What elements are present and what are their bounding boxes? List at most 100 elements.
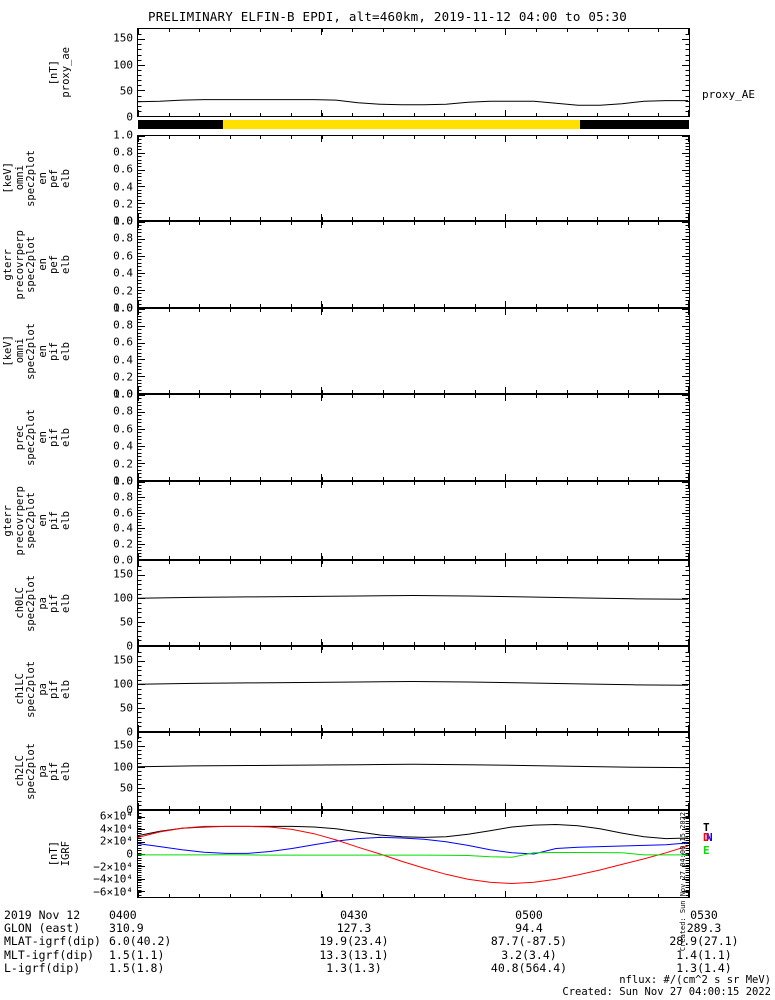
annotation-row-mlat: MLAT-igrf(dip) 6.0(40.2) 19.9(23.4) 87.7… — [4, 935, 775, 948]
footer-created: Created: Sun Nov 27 04:00:15 2022 — [562, 986, 771, 998]
panel-label-elb-pif-en-spec2plot-prec: elb pif en spec2plot prec — [14, 394, 72, 481]
y-tick-label: 0.0 — [113, 553, 133, 567]
annotation-row-glon: GLON (east) 310.9 127.3 94.4 289.3 — [4, 921, 775, 936]
y-tick-label: 0.2 — [113, 537, 133, 551]
panel-label-line: en — [36, 514, 49, 527]
annotation-table: 2019 Nov 12 0400 0430 0500 0530 GLON (ea… — [4, 908, 775, 975]
panel-label-line: elb — [59, 593, 72, 613]
panel-elb-pef-en-spec2plot-precovrperp-gterr — [137, 221, 690, 308]
data-curve — [138, 99, 688, 106]
annotation-row-mlt: MLT-igrf(dip) 1.5(1.1) 13.3(13.1) 3.2(3.… — [4, 947, 775, 962]
panel-proxy-ae — [137, 28, 690, 117]
y-tick-label: 0.4 — [113, 353, 133, 367]
page-title: PRELIMINARY ELFIN-B EPDI, alt=460km, 201… — [148, 9, 627, 24]
y-tick-label: 0.6 — [113, 422, 133, 436]
annotation-row-time: 2019 Nov 12 0400 0430 0500 0530 — [4, 908, 775, 922]
igrf-legend-t: T — [703, 821, 710, 834]
panel-label-elb-pef-en-spec2plot-omni: elb pef en spec2plot omni [keV] — [2, 135, 72, 221]
panel-label-line: pa — [36, 682, 49, 696]
panel-label-line: [keV] — [2, 162, 14, 194]
annot-r2-c2: 87.7(-87.5) — [490, 934, 568, 949]
annot-r4-c0: 1.5(1.8) — [109, 960, 165, 975]
annot-r1-c1: 127.3 — [336, 921, 372, 936]
y-tick-label: 1.0 — [113, 128, 133, 142]
footer-units: nflux: #/(cm^2 s sr MeV) — [619, 974, 771, 986]
panel-label-line: omni — [13, 338, 26, 364]
y-tick-label: −4×10⁴ — [93, 872, 133, 886]
y-tick-label: 2×10⁴ — [99, 834, 133, 848]
y-tick-label: 0.0 — [113, 214, 133, 228]
panel-label-line: pif — [48, 341, 60, 361]
status-bar — [138, 120, 689, 129]
annot-r3-c1: 13.3(13.1) — [319, 947, 389, 962]
panel-label-line: pif — [48, 428, 60, 447]
panel-elb-pif-pa-spec2plot-ch1lc — [137, 646, 690, 732]
panel-label-elb-pef-en-spec2plot-precovrperp-gterr: elb pef en spec2plot precovrperp gterr — [2, 221, 72, 308]
y-tick-label: 0.4 — [113, 266, 133, 280]
annot-r2-label: MLAT-igrf(dip) — [4, 934, 101, 949]
panel-label-line: pa — [36, 764, 49, 778]
y-tick-label: 0 — [126, 639, 133, 653]
panel-elb-pif-en-spec2plot-omni — [137, 308, 690, 394]
panel-label-line: spec2plot — [25, 742, 37, 800]
y-tick-label: 150 — [113, 738, 133, 752]
y-tick-label: 0.6 — [113, 506, 133, 520]
panel-label-line: en — [36, 171, 49, 185]
panel-elb-pif-en-spec2plot-prec — [137, 394, 690, 481]
igrf-legend-e: E — [703, 844, 710, 857]
panel-label-line: pef — [48, 168, 60, 188]
y-axis-labels-igrf: 6×10⁴ 4×10⁴ 2×10⁴ 0 −2×10⁴ −4×10⁴ −6×10⁴ — [71, 810, 133, 898]
panel-label-line: spec2plot — [25, 492, 37, 549]
y-tick-label: 0.8 — [113, 145, 133, 159]
annot-r4-label: L-igrf(dip) — [4, 960, 81, 975]
y-tick-label: 0.6 — [113, 249, 133, 263]
annot-r2-c3: 28.9(27.1) — [669, 934, 739, 949]
annot-r0-c1: 0430 — [340, 908, 368, 922]
panel-label-line: ch2LC — [13, 755, 26, 787]
axis-ticks — [138, 482, 689, 559]
y-tick-label: 0.4 — [113, 180, 133, 194]
y-tick-label: 0.8 — [113, 318, 133, 332]
panel-label-line: [nT] — [48, 841, 60, 867]
panel-label-line: elb — [59, 511, 72, 530]
y-tick-label: 0.4 — [113, 439, 133, 453]
annot-r4-c1: 1.3(1.3) — [326, 960, 382, 975]
panel-label-line: elb — [59, 428, 72, 447]
igrf-legend-d: D — [703, 831, 710, 844]
panel-label-line: en — [36, 258, 49, 271]
y-tick-label: 0.2 — [113, 197, 133, 211]
panel-label-line: pif — [48, 593, 60, 613]
annot-r2-c0: 6.0(40.2) — [109, 934, 172, 949]
y-tick-label: 0.4 — [113, 521, 133, 535]
y-tick-label: 100 — [113, 58, 133, 72]
annot-r3-label: MLT-igrf(dip) — [4, 947, 95, 962]
y-tick-label: 0.8 — [113, 490, 133, 504]
y-tick-label: 0.2 — [113, 284, 133, 298]
panel-label-line: spec2plot — [25, 236, 37, 293]
annot-r0-c2: 0500 — [515, 908, 543, 922]
y-tick-label: 0 — [126, 110, 133, 124]
panel-label-line: elb — [59, 761, 72, 781]
y-tick-label: 0.0 — [113, 474, 133, 488]
annotation-date: 2019 Nov 12 — [4, 908, 81, 922]
panel-label-line: [nT] — [48, 59, 60, 86]
y-axis-labels-elb-pif-pa-spec2plot-ch2lc: 150 100 50 0 — [71, 732, 133, 816]
panel-label-elb-pif-pa-spec2plot-ch2lc: elb pif pa spec2plot ch2LC — [14, 732, 72, 810]
panel-label-line: prec — [13, 424, 26, 451]
panel-label-line: spec2plot — [25, 409, 37, 466]
panel-label-line: elb — [59, 341, 72, 361]
y-axis-labels-elb-pif-en-spec2plot-omni: 1.0 0.8 0.6 0.4 0.2 0.0 — [71, 303, 133, 400]
annot-r1-c2: 94.4 — [515, 921, 543, 936]
data-curve — [138, 680, 689, 686]
y-tick-label: 100 — [113, 677, 133, 691]
y-axis-labels-proxy-ae: 150 100 50 0 — [71, 28, 133, 123]
y-tick-label: 1.0 — [113, 214, 133, 228]
panel-label-line: IGRF — [59, 841, 72, 867]
panel-label-line: en — [36, 344, 49, 358]
y-tick-label: 4×10⁴ — [99, 822, 133, 836]
y-tick-label: 50 — [119, 84, 133, 98]
panel-label-igrf: IGRF [nT] — [14, 810, 72, 898]
y-tick-label: 6×10⁴ — [99, 809, 133, 823]
curves-elb-pif-pa-spec2plot-ch2lc — [138, 763, 689, 769]
y-tick-label: 150 — [113, 31, 133, 45]
